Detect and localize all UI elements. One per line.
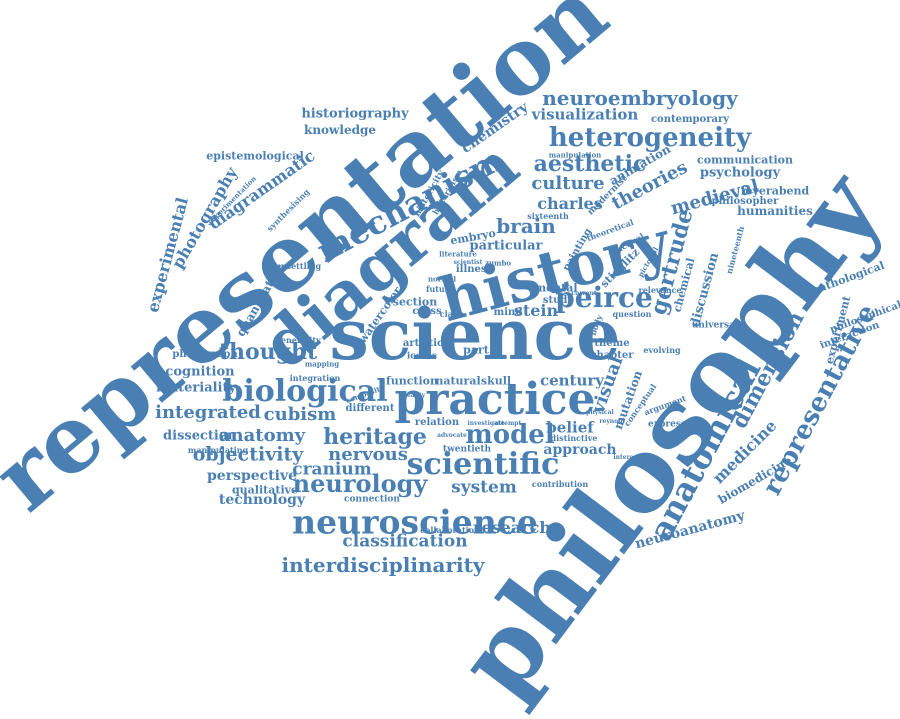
- word-future: future: [425, 284, 455, 294]
- word-evolving: evolving: [643, 345, 681, 355]
- word-charles: charles: [537, 194, 603, 213]
- word-interesting: interesting: [613, 454, 651, 461]
- word-heritage: heritage: [323, 424, 427, 450]
- word-contribution: contribution: [531, 479, 589, 489]
- word-physical: physical: [586, 409, 614, 416]
- word-scientific: scientific: [406, 447, 560, 482]
- word-heterogeneity: heterogeneity: [548, 123, 752, 153]
- word-interdisciplinarity: interdisciplinarity: [281, 553, 485, 577]
- word-stein: stein: [513, 301, 559, 320]
- word-biological: biological: [222, 374, 388, 409]
- word-relation: relation: [414, 417, 460, 428]
- word-neurology: neurology: [292, 469, 428, 498]
- word-century: century: [539, 371, 605, 390]
- word-peirce: peirce: [555, 281, 653, 314]
- word-visualization: visualization: [531, 105, 639, 124]
- word-integrated: integrated: [155, 402, 261, 423]
- word-theme: theme: [594, 338, 630, 349]
- word-cranium: cranium: [292, 459, 372, 480]
- word-thought: thought: [218, 339, 318, 365]
- word-integration: integration: [289, 373, 341, 383]
- word-normal: normal: [427, 274, 457, 284]
- word-current: current: [571, 290, 597, 297]
- word-psychology: psychology: [699, 165, 781, 181]
- word-neuroembryology: neuroembryology: [542, 86, 738, 110]
- word-practice: practice: [394, 374, 596, 425]
- word-iconic: iconic: [406, 351, 438, 362]
- word-humanities: humanities: [737, 204, 813, 218]
- word-communication: communication: [697, 153, 793, 167]
- word-generality: generality: [275, 335, 321, 345]
- word-mind: mind: [493, 307, 523, 318]
- word-photograph: photograph: [172, 349, 238, 360]
- word-different: different: [345, 403, 395, 414]
- word-illness: illness: [455, 264, 493, 275]
- word-mapping: mapping: [304, 359, 340, 369]
- word-historiography: historiography: [301, 106, 409, 122]
- word-study: study: [542, 295, 574, 306]
- word-relevance: relevance: [638, 285, 682, 295]
- word-cognition: cognition: [165, 364, 235, 380]
- word-universal: universal: [691, 320, 739, 331]
- word-question: question: [612, 309, 652, 319]
- word-objectivity: objectivity: [192, 443, 304, 466]
- word-part: part: [463, 343, 489, 357]
- word-visuality: visuality: [699, 361, 729, 368]
- word-dissection: dissection: [163, 428, 237, 444]
- word-research: research: [473, 518, 551, 537]
- word-qualitative: qualitative: [231, 483, 299, 497]
- word-skull: skull: [480, 374, 512, 388]
- word-zumbo: zumbo: [484, 258, 512, 268]
- word-materiality: materiality: [155, 380, 237, 396]
- word-science: science: [329, 293, 621, 376]
- word-epistemological: epistemological: [206, 149, 304, 163]
- word-attempt: attempt: [494, 420, 522, 427]
- word-system: system: [451, 477, 517, 498]
- word-unsettling: unsettling: [274, 261, 322, 271]
- word-model: model: [465, 420, 555, 450]
- word-manipulating: manipulating: [187, 445, 249, 455]
- word-manipulation: manipulation: [548, 150, 602, 160]
- word-classification: classification: [342, 531, 468, 552]
- word-advocate: advocate: [437, 432, 467, 439]
- word-natural: natural: [435, 374, 481, 388]
- word-literature: literature: [439, 249, 477, 259]
- word-technology: technology: [218, 492, 306, 508]
- word-feyerabend: feyerabend: [740, 184, 810, 198]
- word-scientist: scientist: [453, 259, 483, 266]
- word-particular: particular: [469, 238, 543, 254]
- word-function: function: [385, 374, 439, 388]
- word-mental: mental: [534, 281, 578, 295]
- word-connection: connection: [344, 494, 400, 505]
- word-section: section: [392, 295, 438, 309]
- word-approach: approach: [543, 442, 617, 458]
- word-expression: expression: [648, 419, 702, 430]
- word-belief: belief: [546, 418, 594, 437]
- word-sixteenth: sixteenth: [527, 211, 569, 221]
- word-distinctive: distinctive: [550, 433, 598, 443]
- word-neuroscience: neuroscience: [292, 502, 538, 542]
- word-reynold: reynold: [599, 418, 625, 425]
- word-culture: culture: [531, 173, 605, 194]
- word-beauty: beauty: [402, 392, 426, 399]
- word-investigate: investigate: [467, 420, 505, 427]
- word-anatomy: anatomy: [218, 425, 306, 446]
- word-chapter: chapter: [590, 350, 634, 361]
- word-twentieth: twentieth: [442, 444, 492, 455]
- word-nervous: nervous: [328, 444, 408, 465]
- word-aesthetic: aesthetic: [533, 151, 647, 177]
- word-cubism: cubism: [263, 404, 337, 425]
- word-knowledge: knowledge: [304, 123, 376, 137]
- word-artistic: artistic: [402, 338, 444, 349]
- word-cross: cross: [412, 306, 442, 317]
- word-brain: brain: [496, 214, 556, 238]
- word-collaboration: collaboration: [420, 525, 480, 535]
- word-contemporary: contemporary: [650, 114, 730, 125]
- word-claim: claim: [439, 309, 465, 319]
- word-perspective: perspective: [206, 468, 298, 484]
- word-philosopher: philosopher: [711, 196, 779, 207]
